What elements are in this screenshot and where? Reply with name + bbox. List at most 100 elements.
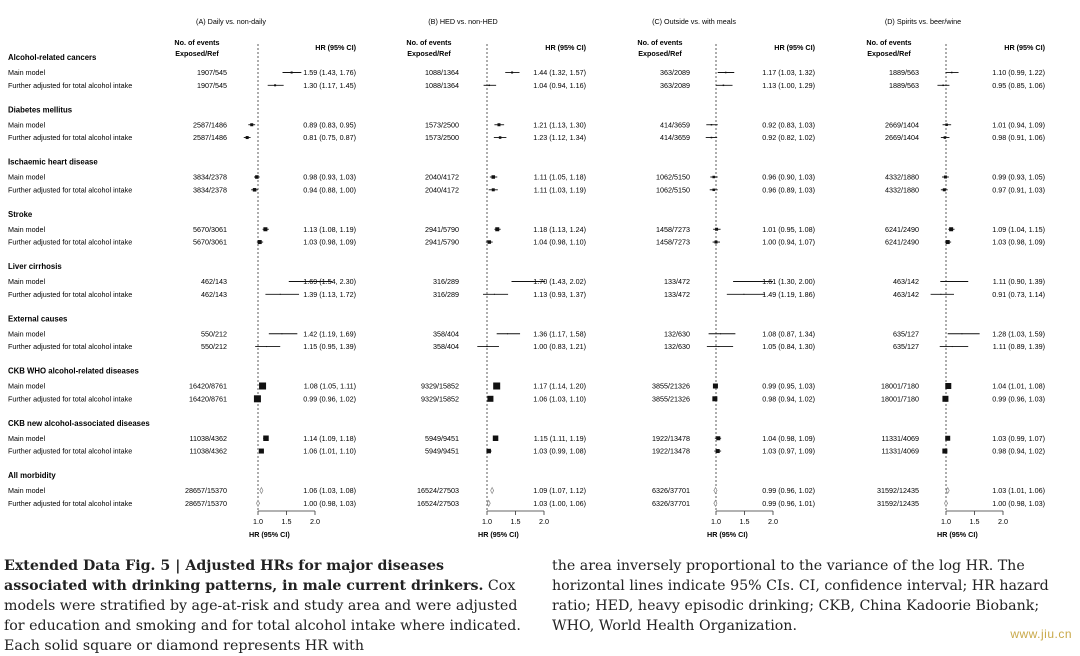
model-row-label: Further adjusted for total alcohol intak… (8, 499, 132, 508)
hr-point-square (714, 240, 718, 244)
hr-ci-value: 1.49 (1.19, 1.86) (762, 290, 815, 299)
events-count: 5670/3061 (193, 238, 227, 247)
hr-ci-value: 0.98 (0.94, 1.02) (762, 394, 815, 403)
events-count: 6326/37701 (652, 499, 690, 508)
hr-point-square (710, 124, 713, 126)
events-count: 3834/2378 (193, 173, 227, 182)
hr-ci-value: 0.99 (0.96, 1.02) (303, 394, 356, 403)
hr-ci-value: 1.11 (0.89, 1.39) (993, 342, 1045, 351)
hr-ci-value: 0.97 (0.91, 1.03) (992, 185, 1045, 194)
hr-ci-value: 1.11 (0.90, 1.39) (993, 277, 1045, 286)
x-tick-label: 1.0 (482, 517, 492, 526)
events-count: 1922/13478 (652, 434, 690, 443)
events-count: 31592/12435 (877, 499, 919, 508)
hr-point-square (951, 346, 953, 348)
hr-ci-value: 0.89 (0.83, 0.95) (303, 120, 356, 129)
disease-group-title: Ischaemic heart disease (8, 158, 98, 167)
model-row-label: Main model (8, 434, 46, 443)
hr-point-square (718, 346, 720, 348)
figure-caption-right: the area inversely proportional to the v… (552, 558, 1049, 634)
hr-point-square (720, 333, 722, 335)
model-row-label: Main model (8, 173, 46, 182)
hr-point-square (245, 136, 249, 140)
x-tick-label: 1.5 (511, 517, 521, 526)
hr-ci-value: 0.94 (0.88, 1.00) (303, 185, 356, 194)
hr-ci-value: 1.61 (1.30, 2.00) (762, 277, 815, 286)
events-header-line1: No. of events (406, 38, 451, 47)
hr-point-diamond (486, 499, 491, 508)
model-row-label: Further adjusted for total alcohol intak… (8, 447, 132, 456)
hr-ci-header: HR (95% CI) (774, 43, 815, 52)
events-count: 1573/2500 (425, 133, 459, 142)
events-count: 1062/5150 (656, 173, 690, 182)
disease-group-title: Liver cirrhosis (8, 262, 62, 271)
events-count: 1889/563 (889, 81, 919, 90)
events-count: 550/212 (201, 342, 227, 351)
hr-ci-value: 0.92 (0.82, 1.02) (762, 133, 815, 142)
x-tick-label: 1.5 (740, 517, 750, 526)
hr-ci-value: 1.17 (1.14, 1.20) (533, 382, 586, 391)
events-count: 3855/21326 (652, 394, 690, 403)
hr-point-diamond (713, 499, 718, 508)
hr-point-square (487, 240, 492, 244)
hr-ci-value: 1.08 (1.05, 1.11) (304, 382, 356, 391)
hr-point-square (279, 293, 281, 295)
events-header-line1: No. of events (866, 38, 911, 47)
events-count: 3834/2378 (193, 185, 227, 194)
hr-point-square (258, 448, 264, 454)
events-count: 18001/7180 (881, 394, 919, 403)
disease-group-title: Alcohol-related cancers (8, 53, 97, 62)
model-row-label: Further adjusted for total alcohol intak… (8, 238, 132, 247)
hr-ci-value: 1.06 (1.03, 1.10) (533, 394, 586, 403)
hr-ci-value: 1.01 (0.95, 1.08) (762, 225, 815, 234)
hr-ci-value: 1.03 (1.01, 1.06) (992, 486, 1045, 495)
hr-ci-value: 1.36 (1.17, 1.58) (533, 329, 586, 338)
hr-point-square (296, 281, 298, 282)
hr-ci-value: 1.17 (1.03, 1.32) (762, 68, 815, 77)
hr-point-square (750, 281, 752, 282)
hr-ci-value: 0.99 (0.96, 1.02) (762, 486, 815, 495)
hr-ci-value: 1.05 (0.84, 1.30) (762, 342, 815, 351)
hr-ci-value: 1.08 (0.87, 1.34) (762, 329, 815, 338)
hr-point-square (488, 84, 491, 87)
events-count: 1088/1364 (425, 81, 459, 90)
hr-point-diamond (945, 486, 950, 495)
events-count: 1458/7273 (656, 225, 690, 234)
events-header-line2: Exposed/Ref (407, 49, 451, 58)
events-count: 11331/4069 (882, 447, 919, 456)
hr-point-square (945, 240, 950, 245)
events-count: 635/127 (893, 342, 919, 351)
disease-group-title: Stroke (8, 210, 33, 219)
hr-point-square (487, 395, 494, 402)
site-watermark: www.jiu.cn (1010, 627, 1072, 641)
model-row-label: Main model (8, 486, 46, 495)
hr-point-square (715, 227, 719, 231)
hr-ci-value: 1.15 (1.11, 1.19) (534, 434, 586, 443)
panel-title: (A) Daily vs. non-daily (196, 17, 266, 26)
hr-point-square (266, 346, 268, 348)
hr-ci-value: 1.10 (0.99, 1.22) (992, 68, 1045, 77)
hr-point-square (712, 383, 718, 389)
model-row-label: Further adjusted for total alcohol intak… (8, 290, 132, 299)
events-count: 1907/545 (197, 68, 227, 77)
events-count: 11038/4362 (190, 447, 227, 456)
disease-group-title: CKB new alcohol-associated diseases (8, 419, 150, 428)
events-count: 2669/1404 (885, 133, 919, 142)
events-count: 2941/5790 (425, 225, 459, 234)
events-count: 11038/4362 (190, 434, 227, 443)
hr-point-square (715, 449, 720, 454)
model-row-label: Further adjusted for total alcohol intak… (8, 394, 132, 403)
hr-point-square (942, 448, 948, 454)
hr-point-square (526, 281, 528, 282)
model-row-label: Main model (8, 277, 46, 286)
events-count: 2669/1404 (885, 120, 919, 129)
hr-ci-value: 1.28 (1.03, 1.59) (992, 329, 1045, 338)
events-count: 11331/4069 (882, 434, 919, 443)
hr-ci-value: 1.30 (1.17, 1.45) (303, 81, 356, 90)
figure-caption-title: Extended Data Fig. 5 | Adjusted HRs for … (4, 558, 484, 594)
events-count: 2941/5790 (425, 238, 459, 247)
disease-group-title: Diabetes mellitus (8, 105, 73, 114)
events-count: 18001/7180 (881, 382, 919, 391)
model-row-label: Main model (8, 225, 46, 234)
hr-ci-value: 1.13 (1.08, 1.19) (303, 225, 356, 234)
